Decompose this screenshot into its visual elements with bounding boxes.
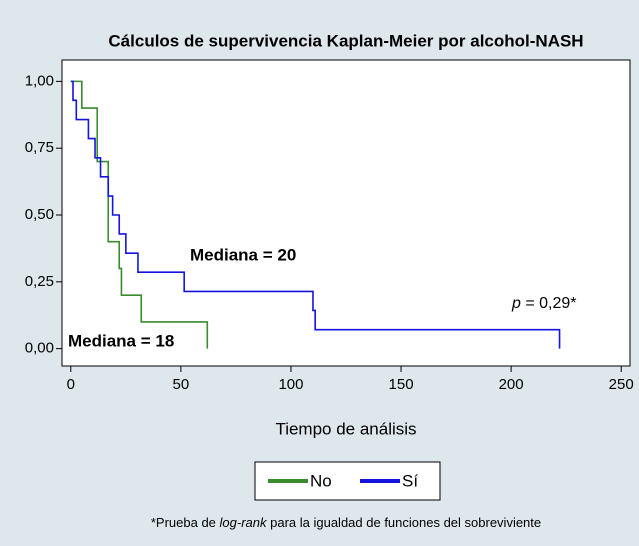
y-tick-label: 0,75 — [25, 139, 54, 156]
legend-label: Sí — [402, 471, 418, 490]
legend-label: No — [310, 471, 332, 490]
plot-area — [61, 59, 631, 367]
y-tick-label: 1,00 — [25, 72, 54, 89]
p-text: = 0,29* — [521, 295, 577, 312]
x-tick-label: 200 — [499, 376, 524, 393]
p-value: p = 0,29* — [511, 295, 577, 312]
x-axis-label: Tiempo de análisis — [275, 419, 416, 438]
x-tick-label: 100 — [278, 376, 303, 393]
x-tick-label: 150 — [389, 376, 414, 393]
survival-curve — [70, 80, 209, 349]
p-symbol: p — [511, 295, 521, 312]
x-tick-label: 50 — [173, 376, 190, 393]
footnote-part: log-rank — [220, 515, 268, 530]
footnote: *Prueba de log-rank para la igualdad de … — [151, 515, 541, 530]
footnote-part: *Prueba de — [151, 515, 220, 530]
y-tick-label: 0,25 — [25, 273, 54, 290]
survival-curve — [70, 80, 561, 349]
median-label: Mediana = 18 — [68, 331, 174, 350]
y-tick-label: 0,50 — [25, 206, 54, 223]
y-tick-label: 0,00 — [25, 340, 54, 357]
x-tick-label: 0 — [67, 376, 75, 393]
x-tick-label: 250 — [609, 376, 634, 393]
median-label: Mediana = 20 — [190, 245, 296, 264]
chart-title: Cálculos de supervivencia Kaplan-Meier p… — [108, 31, 583, 50]
footnote-part: para la igualdad de funciones del sobrev… — [267, 515, 542, 530]
